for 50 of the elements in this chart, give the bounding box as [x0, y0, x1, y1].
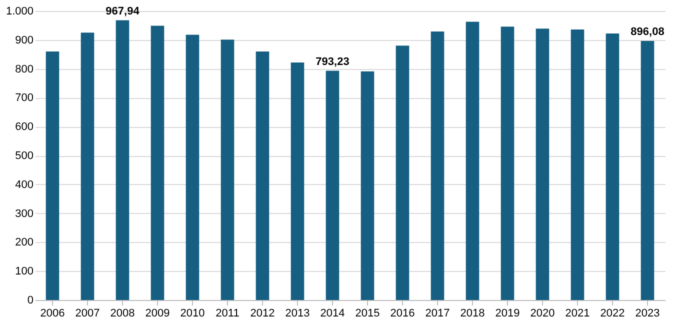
bar [466, 22, 480, 300]
y-tick-label: 100 [15, 266, 34, 278]
x-tick-label: 2007 [75, 308, 100, 320]
bar [430, 32, 444, 300]
y-tick-label: 400 [15, 178, 34, 191]
y-tick-label: 600 [15, 121, 34, 134]
x-tick-label: 2014 [320, 308, 345, 320]
x-tick-label: 2012 [250, 308, 275, 320]
data-label: 967,94 [106, 5, 140, 18]
bar [640, 41, 654, 300]
bar [326, 70, 340, 300]
data-label: 896,08 [630, 26, 664, 38]
x-tick-label: 2017 [425, 308, 450, 320]
y-tick-label: 700 [15, 92, 34, 104]
bar [290, 62, 304, 300]
x-tick-label: 2010 [180, 308, 205, 320]
x-tick-label: 2023 [635, 308, 660, 320]
bar [536, 28, 550, 300]
bar [396, 46, 410, 300]
bar [220, 40, 234, 300]
bar [46, 51, 60, 300]
x-tick-label: 2015 [355, 308, 380, 320]
x-tick-label: 2018 [460, 308, 485, 320]
x-tick-label: 2020 [530, 308, 555, 320]
y-tick-label: 500 [15, 150, 34, 162]
bar [256, 51, 270, 300]
bar [116, 20, 130, 300]
y-tick-label: 800 [15, 63, 34, 76]
x-tick-label: 2006 [40, 308, 65, 320]
y-tick-label: 300 [15, 208, 34, 220]
x-tick-label: 2011 [216, 308, 240, 320]
x-tick-label: 2016 [390, 308, 415, 320]
bar [360, 71, 374, 300]
x-tick-label: 2021 [565, 308, 590, 320]
y-tick-label: 200 [15, 236, 34, 249]
data-label: 793,23 [316, 56, 350, 68]
y-tick-label: 0 [27, 294, 34, 306]
x-tick-label: 2022 [600, 308, 625, 320]
x-tick-label: 2009 [145, 308, 170, 320]
x-tick-label: 2008 [110, 308, 135, 320]
y-tick-label: 900 [15, 34, 34, 46]
bar [500, 26, 514, 300]
bar [80, 32, 94, 300]
bar [570, 29, 584, 300]
x-tick-label: 2013 [285, 308, 310, 320]
y-tick-label: 1.000 [6, 6, 34, 18]
x-tick-label: 2019 [495, 308, 520, 320]
bar [606, 34, 620, 300]
bar [186, 34, 200, 300]
bar [150, 26, 164, 300]
